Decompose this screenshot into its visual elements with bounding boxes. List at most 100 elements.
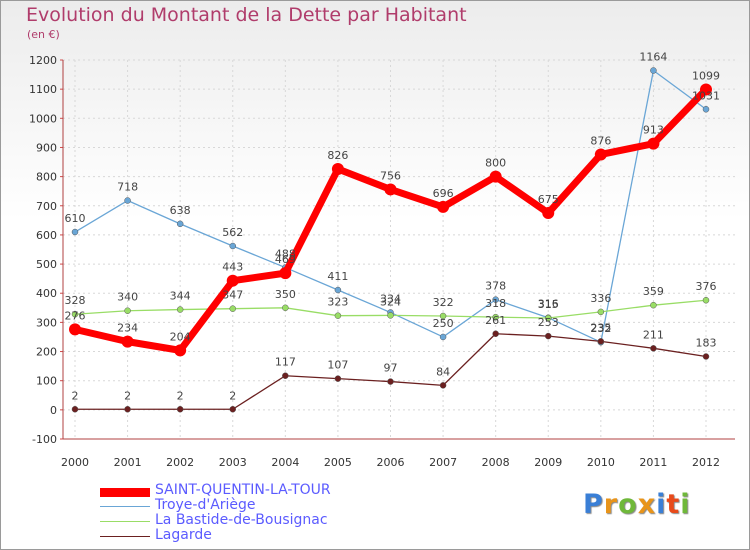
y-tick-label: 1100 [29,83,57,96]
data-point [439,382,447,389]
data-point [597,308,605,316]
data-point [334,286,342,294]
data-label: 250 [433,317,454,330]
data-label: 347 [222,289,243,302]
data-label: 336 [590,292,611,305]
y-tick-label: 1200 [29,54,57,67]
data-label: 2 [72,389,79,402]
data-point [331,163,344,176]
y-tick-label: -100 [32,433,57,446]
data-point [702,296,710,304]
data-label: 276 [65,309,86,322]
data-label: 322 [433,296,454,309]
data-label: 675 [538,193,559,206]
data-point [650,67,657,74]
data-label: 344 [170,290,191,303]
y-tick-label: 700 [36,200,57,213]
y-tick-label: 100 [36,375,57,388]
data-label: 253 [538,316,559,329]
data-label: 488 [275,248,296,261]
data-point [545,314,552,322]
data-label: 359 [643,285,664,298]
data-point [124,197,131,204]
data-point [282,372,289,379]
legend-swatch-lagarde [100,536,150,537]
legend-item-lagarde: Lagarde [100,527,400,545]
x-tick-label: 2008 [482,456,510,469]
data-point [229,305,236,312]
proxiti-logo: Proxiti [583,489,691,520]
data-label: 324 [380,295,401,308]
data-label: 562 [222,226,243,239]
data-label: 232 [590,322,611,335]
data-label: 84 [436,365,450,378]
x-tick-label: 2009 [534,456,562,469]
data-label: 235 [590,321,611,334]
chart-title: Evolution du Montant de la Dette par Hab… [26,4,467,26]
data-point [700,83,712,96]
data-label: 411 [327,270,348,283]
grid [63,59,735,440]
data-point [176,220,184,228]
data-point [279,267,292,280]
y-tick-label: 300 [36,316,57,329]
data-point [229,406,236,413]
data-point [492,313,499,321]
data-point [226,274,239,287]
series-group [69,67,712,413]
x-tick-label: 2007 [429,456,457,469]
data-point [545,332,552,340]
x-tick-label: 2006 [377,456,405,469]
data-label: 718 [117,181,138,194]
x-tick-label: 2012 [692,456,720,469]
data-point [71,228,79,236]
data-point [387,312,394,319]
x-tick-label: 2010 [587,456,615,469]
data-label: 443 [222,261,243,274]
data-point [439,333,447,341]
data-point [594,148,607,161]
data-label: 2 [229,389,236,402]
data-label: 334 [380,292,401,305]
data-label: 2 [124,389,131,402]
y-tick-label: 0 [50,404,57,417]
data-point [702,106,710,113]
data-labels: 610 718 638 562 488 411 334 250 378 316 232 1164 103… [65,50,721,402]
data-point [597,338,605,345]
data-point [69,323,81,336]
data-label: 316 [538,298,559,311]
x-tick-label: 2011 [639,456,667,469]
data-point [439,312,447,320]
data-label: 107 [327,359,348,372]
data-label: 97 [384,362,398,375]
data-point [71,310,79,318]
data-label: 1164 [639,50,667,63]
x-tick-label: 2004 [271,456,299,469]
y-tick-label: 200 [36,346,57,359]
data-label: 340 [117,291,138,304]
chart-subtitle: (en €) [27,28,60,41]
data-label: 2 [177,389,184,402]
y-tick-label: 900 [36,141,57,154]
x-tick-label: 2000 [61,456,89,469]
x-tick-label: 2003 [219,456,247,469]
y-tick-label: 1000 [29,112,57,125]
x-tick-label: 2005 [324,456,352,469]
data-label: 610 [65,212,86,225]
data-label: 211 [643,328,664,341]
x-tick-label: 2001 [114,456,142,469]
data-label: 315 [538,298,559,311]
data-label: 261 [485,314,506,327]
data-label: 350 [275,288,296,301]
data-point [229,242,236,250]
data-label: 323 [327,296,348,309]
data-point [492,330,499,338]
data-label: 183 [696,336,717,349]
data-label: 117 [275,356,296,369]
data-point [387,378,394,385]
data-label: 204 [170,330,191,343]
data-label: 638 [170,204,191,217]
data-label: 234 [117,322,138,335]
data-point [650,301,657,309]
